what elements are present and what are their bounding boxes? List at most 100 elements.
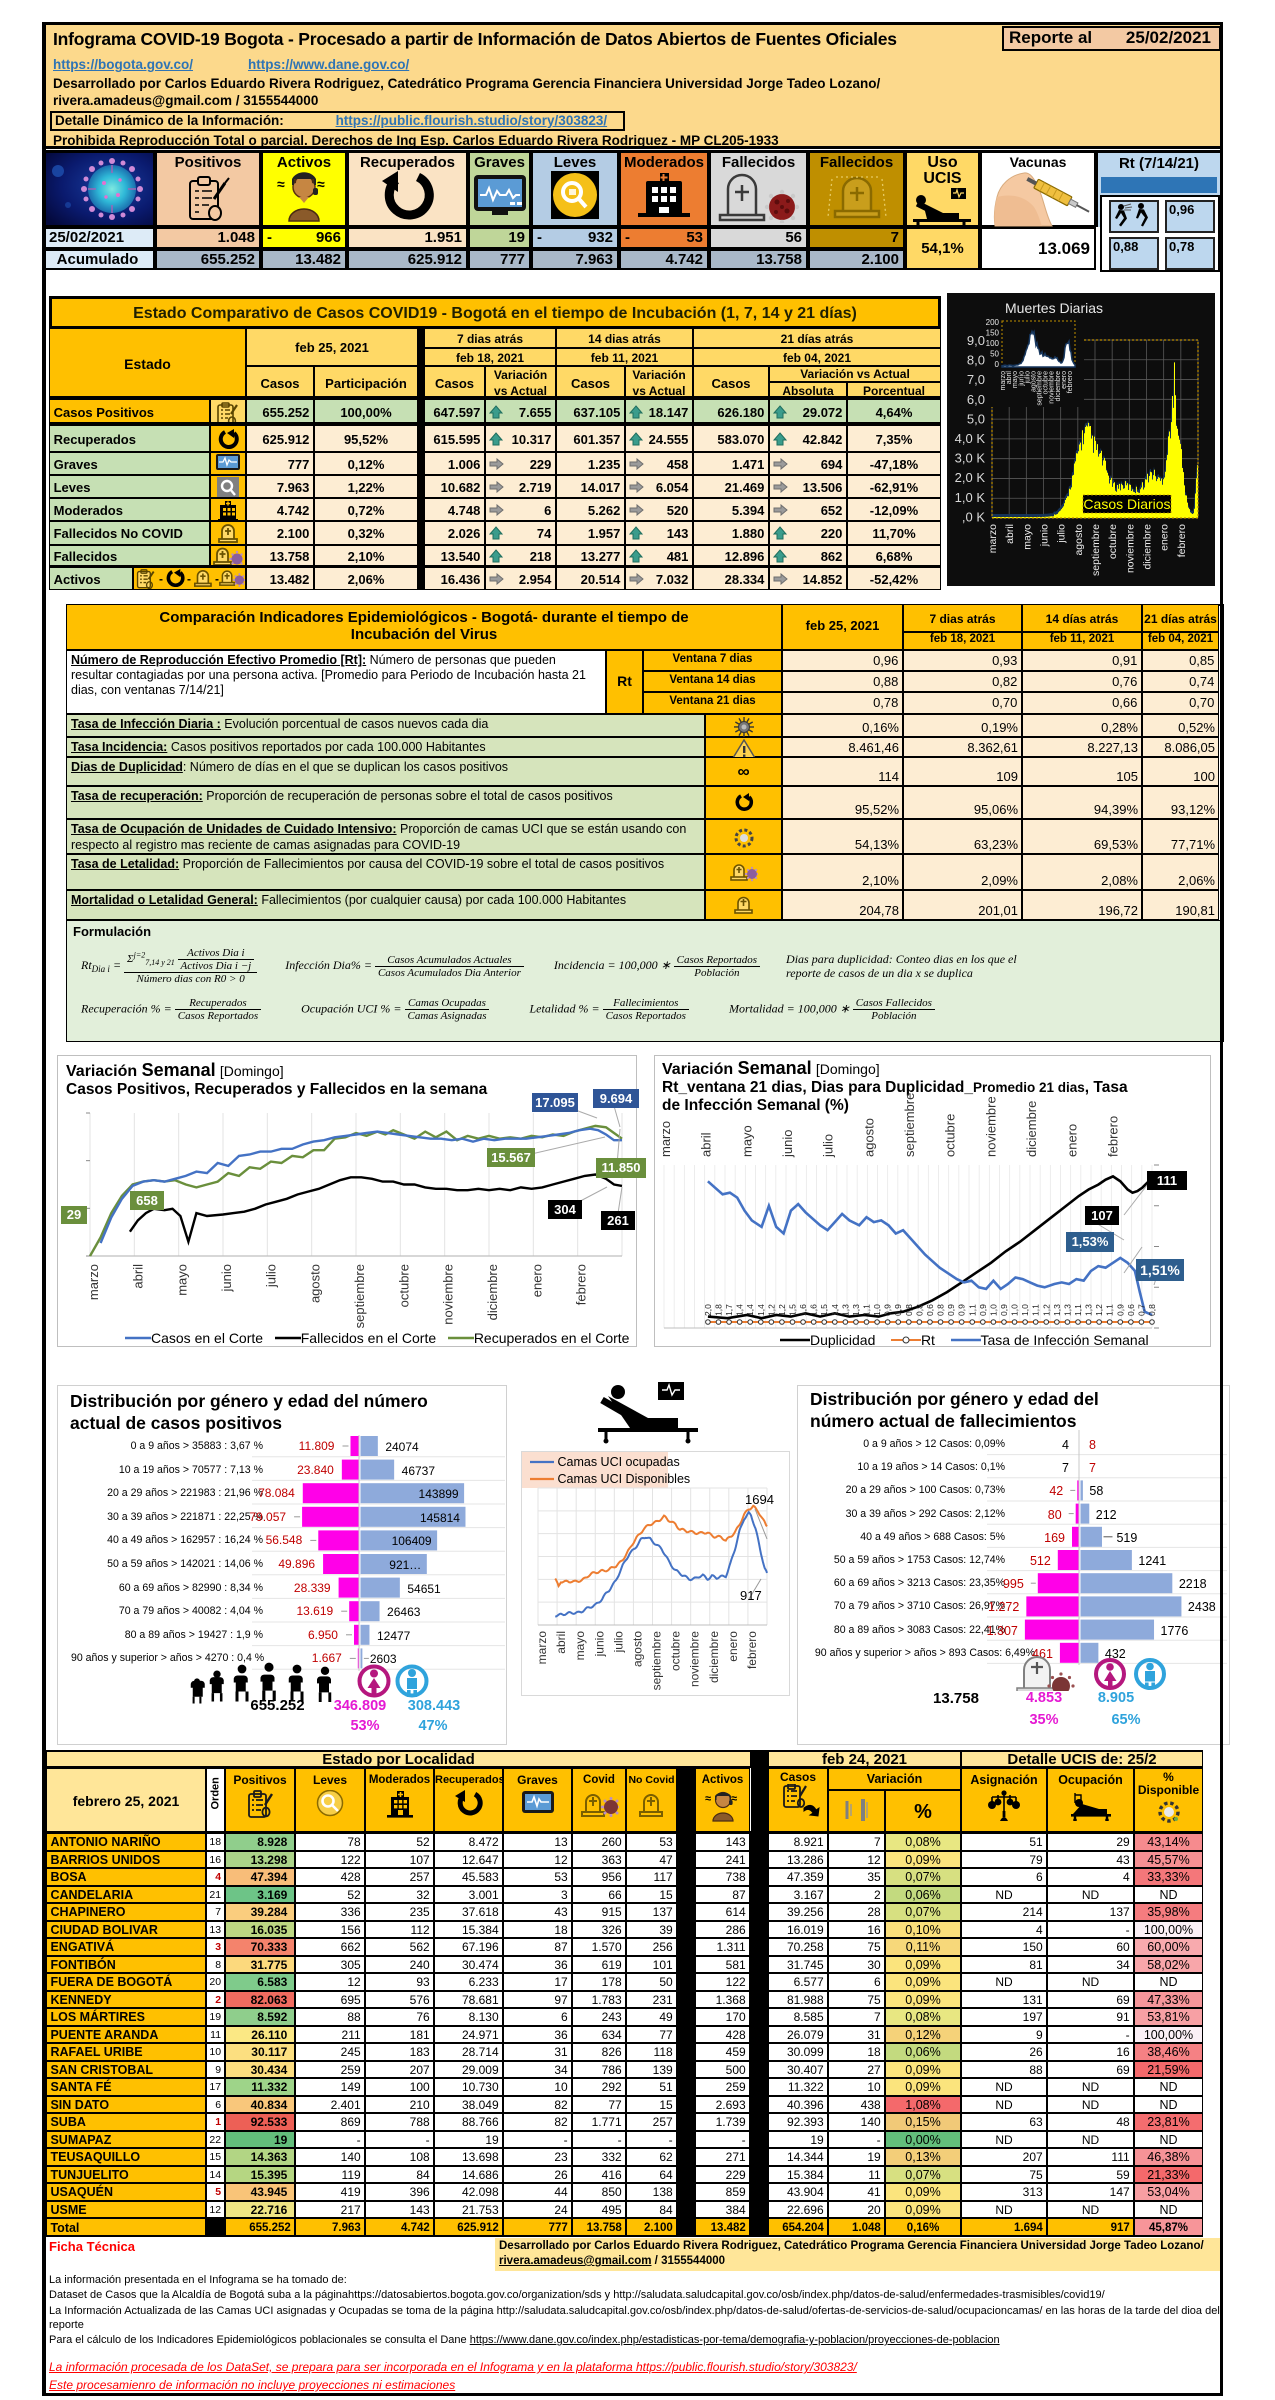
svg-text:1,7: 1,7 [724, 1304, 734, 1316]
svg-text:enero: enero [1159, 524, 1171, 551]
svg-text:7,0: 7,0 [967, 372, 985, 387]
svg-text:octubre: octubre [943, 1114, 958, 1157]
svg-text:julio: julio [263, 1264, 278, 1288]
svg-text:enero: enero [529, 1264, 544, 1297]
svg-text:0,6: 0,6 [925, 1304, 935, 1316]
svg-text:Muertes Diarias: Muertes Diarias [1005, 300, 1103, 316]
svg-text:enero: enero [1061, 371, 1068, 389]
svg-text:100: 100 [986, 339, 1000, 348]
svg-text:diciembre: diciembre [707, 1631, 721, 1683]
svg-text:1,5: 1,5 [819, 1304, 829, 1316]
svg-text:1,8: 1,8 [713, 1304, 723, 1316]
svg-text:septiembre: septiembre [352, 1264, 367, 1328]
svg-text:0,9: 0,9 [978, 1304, 988, 1316]
svg-text:1,1: 1,1 [967, 1304, 977, 1316]
svg-text:0,7: 0,7 [1136, 1304, 1146, 1316]
svg-text:junio: junio [1039, 524, 1051, 547]
svg-text:marzo: marzo [658, 1121, 673, 1157]
svg-text:diciembre: diciembre [1055, 371, 1062, 401]
svg-text:noviembre: noviembre [983, 1096, 998, 1157]
svg-text:marzo: marzo [86, 1264, 101, 1300]
svg-text:enero: enero [726, 1631, 740, 1662]
svg-text:2,0: 2,0 [703, 1304, 713, 1316]
svg-text:septiembre: septiembre [1037, 371, 1044, 406]
svg-text:1,3: 1,3 [1062, 1304, 1072, 1316]
svg-text:mayo: mayo [175, 1264, 190, 1296]
svg-text:noviembre: noviembre [688, 1631, 702, 1687]
svg-text:febrero: febrero [1105, 1116, 1120, 1157]
svg-text:200: 200 [986, 318, 1000, 327]
svg-text:abril: abril [1004, 524, 1016, 544]
svg-text:1,3: 1,3 [840, 1304, 850, 1316]
svg-text:≈: ≈ [731, 1793, 737, 1805]
svg-text:abril: abril [554, 1631, 568, 1654]
svg-text:0,9: 0,9 [999, 1304, 1009, 1316]
svg-text:0,9: 0,9 [957, 1304, 967, 1316]
svg-text:150: 150 [986, 329, 1000, 338]
svg-text:1,6: 1,6 [809, 1304, 819, 1316]
svg-text:mayo: mayo [1012, 371, 1019, 388]
svg-text:1,4: 1,4 [830, 1304, 840, 1316]
svg-text:0,8: 0,8 [936, 1304, 946, 1316]
svg-text:febrero: febrero [1176, 524, 1188, 557]
svg-text:0,6: 0,6 [1126, 1304, 1136, 1316]
svg-text:1,4: 1,4 [745, 1304, 755, 1316]
svg-text:octubre: octubre [1043, 371, 1050, 394]
svg-text:1,3: 1,3 [1084, 1304, 1094, 1316]
svg-text:-: - [159, 572, 163, 586]
svg-text:4,0 K: 4,0 K [955, 431, 986, 446]
svg-text:mayo: mayo [739, 1125, 754, 1157]
svg-text:0: 0 [995, 360, 1000, 369]
svg-text:50: 50 [990, 350, 999, 359]
svg-text:1,4: 1,4 [735, 1304, 745, 1316]
svg-text:julio: julio [821, 1134, 836, 1158]
svg-text:1,0 K: 1,0 K [955, 490, 986, 505]
svg-text:1,1: 1,1 [1105, 1304, 1115, 1316]
svg-text:diciembre: diciembre [1142, 524, 1154, 570]
svg-text:0,9: 0,9 [883, 1304, 893, 1316]
svg-text:junio: junio [592, 1631, 606, 1658]
svg-text:1,2: 1,2 [766, 1304, 776, 1316]
svg-text:septiembre: septiembre [1090, 524, 1102, 576]
svg-text:febrero: febrero [574, 1264, 589, 1305]
svg-text:≈: ≈ [277, 176, 285, 192]
svg-text:1,5: 1,5 [788, 1304, 798, 1316]
svg-text:julio: julio [1024, 371, 1031, 385]
svg-text:1,6: 1,6 [798, 1304, 808, 1316]
svg-text:febrero: febrero [745, 1631, 759, 1669]
svg-text:mayo: mayo [573, 1631, 587, 1661]
svg-text:septiembre: septiembre [902, 1093, 917, 1157]
svg-text:≈: ≈ [317, 176, 325, 192]
svg-text:agosto: agosto [630, 1631, 644, 1667]
svg-text:0,9: 0,9 [1115, 1304, 1125, 1316]
svg-text:1,0: 1,0 [1020, 1304, 1030, 1316]
svg-text:1,3: 1,3 [851, 1304, 861, 1316]
svg-text:1,0: 1,0 [872, 1304, 882, 1316]
svg-text:noviembre: noviembre [441, 1264, 456, 1325]
svg-text:1,2: 1,2 [1041, 1304, 1051, 1316]
svg-text:0,9: 0,9 [893, 1304, 903, 1316]
svg-text:octubre: octubre [396, 1264, 411, 1307]
svg-text:noviembre: noviembre [1049, 371, 1056, 404]
svg-text:septiembre: septiembre [650, 1631, 664, 1691]
svg-text:1,0: 1,0 [988, 1304, 998, 1316]
svg-text:1,0: 1,0 [1010, 1304, 1020, 1316]
svg-text:julio: julio [1056, 524, 1068, 544]
svg-text:mayo: mayo [1021, 524, 1033, 550]
svg-text:agosto: agosto [308, 1264, 323, 1303]
svg-text:marzo: marzo [987, 524, 999, 553]
svg-text:diciembre: diciembre [1024, 1101, 1039, 1157]
svg-text:agosto: agosto [1030, 371, 1037, 392]
svg-text:3,0 K: 3,0 K [955, 451, 986, 466]
svg-text:1,4: 1,4 [756, 1304, 766, 1316]
svg-text:1,2: 1,2 [777, 1304, 787, 1316]
svg-text:octubre: octubre [1107, 524, 1119, 559]
svg-text:0,8: 0,8 [914, 1304, 924, 1316]
svg-text:2,0 K: 2,0 K [955, 470, 986, 485]
svg-text:marzo: marzo [535, 1631, 549, 1665]
svg-text:1,1: 1,1 [1031, 1304, 1041, 1316]
svg-text:1,1: 1,1 [1073, 1304, 1083, 1316]
svg-text:8,0: 8,0 [967, 353, 985, 368]
svg-text:abril: abril [1006, 371, 1013, 385]
svg-text:abril: abril [699, 1132, 714, 1157]
